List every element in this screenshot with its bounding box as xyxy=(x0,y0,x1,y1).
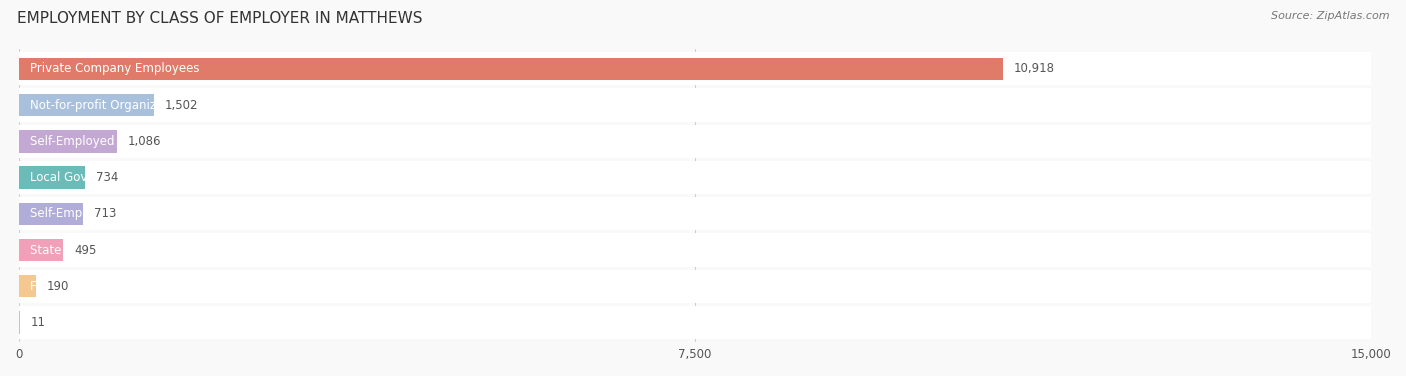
Text: Private Company Employees: Private Company Employees xyxy=(30,62,200,75)
Text: Unpaid Family Workers: Unpaid Family Workers xyxy=(30,316,165,329)
Text: Self-Employed (Incorporated): Self-Employed (Incorporated) xyxy=(30,207,202,220)
Bar xyxy=(18,270,1371,303)
Bar xyxy=(18,306,1371,339)
Text: 1,086: 1,086 xyxy=(128,135,160,148)
Text: 713: 713 xyxy=(94,207,117,220)
Bar xyxy=(18,58,1002,80)
Bar xyxy=(18,203,83,225)
Text: 1,502: 1,502 xyxy=(165,99,198,112)
Text: 10,918: 10,918 xyxy=(1014,62,1054,75)
Text: EMPLOYMENT BY CLASS OF EMPLOYER IN MATTHEWS: EMPLOYMENT BY CLASS OF EMPLOYER IN MATTH… xyxy=(17,11,422,26)
Text: Not-for-profit Organizations: Not-for-profit Organizations xyxy=(30,99,191,112)
Text: Source: ZipAtlas.com: Source: ZipAtlas.com xyxy=(1271,11,1389,21)
Bar xyxy=(18,166,84,189)
Text: 190: 190 xyxy=(46,280,69,293)
Bar xyxy=(18,94,155,116)
Bar xyxy=(18,88,1371,122)
Text: 734: 734 xyxy=(96,171,118,184)
Bar xyxy=(18,161,1371,194)
Bar xyxy=(18,197,1371,230)
Text: Local Government Employees: Local Government Employees xyxy=(30,171,205,184)
Text: State Government Employees: State Government Employees xyxy=(30,244,207,256)
Text: Self-Employed (Not Incorporated): Self-Employed (Not Incorporated) xyxy=(30,135,228,148)
Text: 495: 495 xyxy=(75,244,97,256)
Bar xyxy=(18,124,1371,158)
Bar xyxy=(18,52,1371,85)
Bar xyxy=(18,233,1371,267)
Text: Federal Government Employees: Federal Government Employees xyxy=(30,280,219,293)
Bar xyxy=(18,130,117,153)
Bar xyxy=(18,239,63,261)
Bar xyxy=(18,275,35,297)
Text: 11: 11 xyxy=(31,316,45,329)
